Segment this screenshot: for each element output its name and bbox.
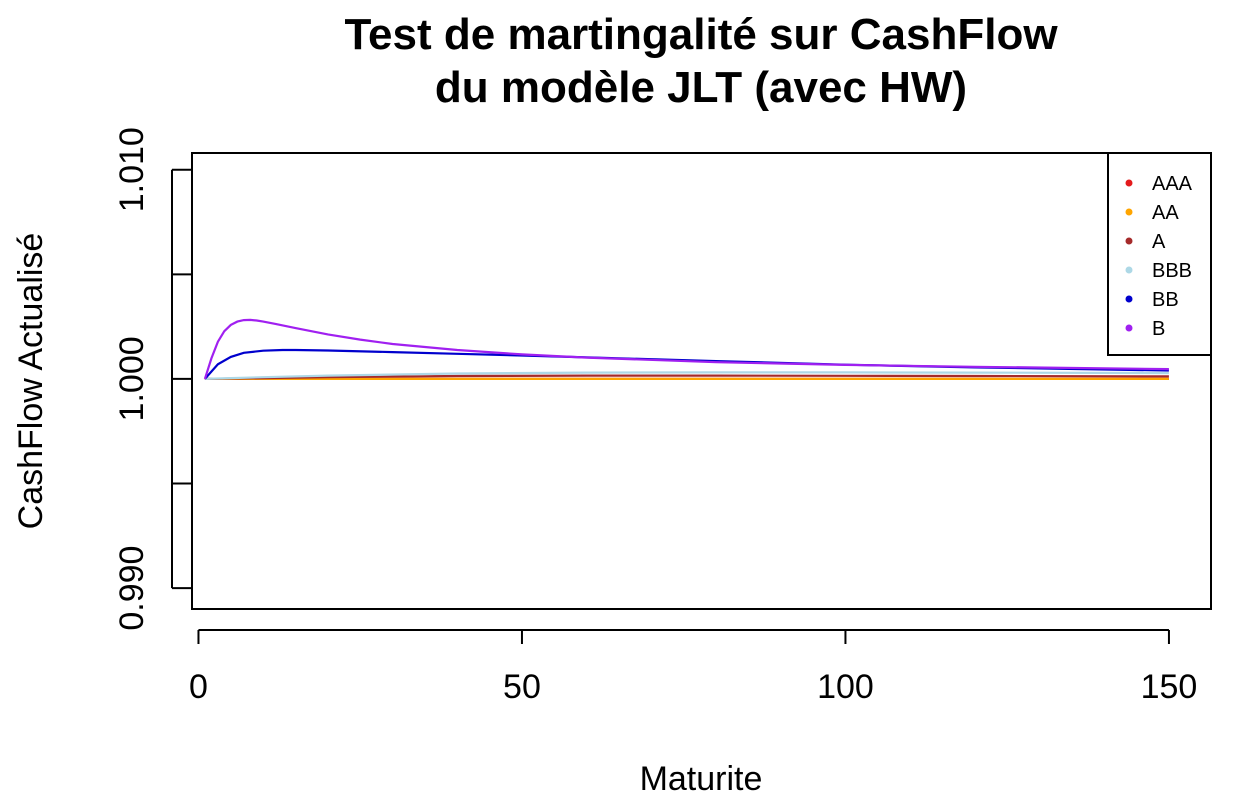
y-tick-label: 1.000 <box>113 336 151 421</box>
legend-marker <box>1125 324 1133 332</box>
legend-box <box>1107 152 1212 356</box>
x-axis: 0 50 100 150 <box>189 629 1198 706</box>
series-line-b <box>203 318 1169 380</box>
legend-marker <box>1125 295 1133 303</box>
legend-marker <box>1125 179 1133 187</box>
series-line-bbb <box>204 371 1169 380</box>
y-tick-label: 1.010 <box>113 127 151 212</box>
x-tick-label: 0 <box>189 668 208 706</box>
legend-label: BBB <box>1152 260 1192 282</box>
legend-marker <box>1125 237 1133 245</box>
legend-label: A <box>1152 231 1166 253</box>
legend-label: AA <box>1152 202 1179 224</box>
legend-item-bb: BB <box>1125 289 1179 311</box>
x-tick-label: 50 <box>503 668 541 706</box>
x-tick-label: 100 <box>817 668 874 706</box>
legend-marker <box>1125 208 1133 216</box>
y-tick-label: 0.990 <box>113 546 151 631</box>
plot-area-frame <box>191 152 1212 610</box>
legend-label: B <box>1152 318 1165 340</box>
y-axis-label: CashFlow Actualisé <box>12 233 50 530</box>
x-tick-label: 150 <box>1141 668 1198 706</box>
y-axis: 0.990 1.000 1.010 <box>113 127 192 631</box>
legend-label: BB <box>1152 289 1179 311</box>
legend-item-a: A <box>1125 231 1166 253</box>
legend-item-b: B <box>1125 318 1165 340</box>
legend-item-aa: AA <box>1125 202 1179 224</box>
legend-item-bbb: BBB <box>1125 260 1192 282</box>
legend-item-aaa: AAA <box>1125 173 1193 195</box>
legend-marker <box>1125 266 1133 274</box>
legend-label: AAA <box>1152 173 1193 195</box>
x-axis-label: Maturite <box>640 760 763 798</box>
chart-title-line-2: du modèle JLT (avec HW) <box>435 63 967 112</box>
series-layer <box>203 318 1169 380</box>
chart-title-line-1: Test de martingalité sur CashFlow <box>344 10 1058 59</box>
